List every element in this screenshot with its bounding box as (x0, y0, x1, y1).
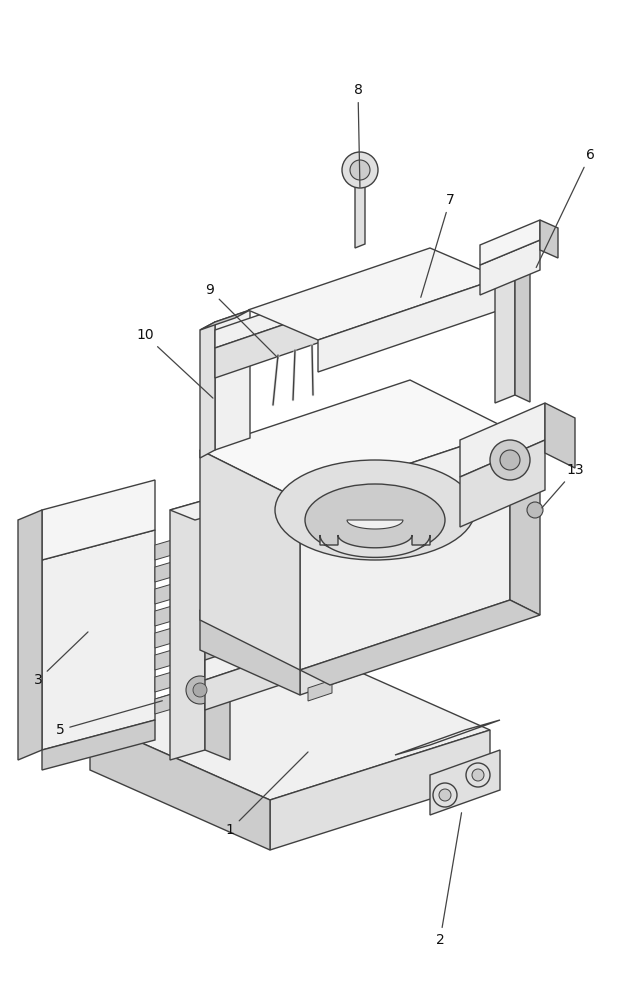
Polygon shape (155, 584, 172, 604)
Polygon shape (215, 310, 250, 450)
Polygon shape (320, 535, 430, 557)
Text: 13: 13 (542, 463, 584, 508)
Circle shape (472, 769, 484, 781)
Polygon shape (155, 694, 172, 714)
Polygon shape (170, 500, 205, 760)
Polygon shape (155, 628, 172, 648)
Polygon shape (90, 720, 270, 850)
Polygon shape (300, 590, 490, 695)
Circle shape (342, 152, 378, 188)
Polygon shape (510, 430, 540, 615)
Polygon shape (395, 720, 500, 755)
Ellipse shape (275, 460, 475, 560)
Polygon shape (308, 680, 332, 701)
Polygon shape (515, 250, 530, 402)
Polygon shape (495, 250, 530, 265)
Circle shape (186, 676, 214, 704)
Polygon shape (200, 310, 250, 330)
Circle shape (193, 683, 207, 697)
Polygon shape (347, 520, 403, 529)
Text: 3: 3 (34, 632, 88, 687)
Polygon shape (215, 290, 385, 378)
Polygon shape (200, 450, 300, 670)
Polygon shape (248, 248, 500, 340)
Polygon shape (460, 403, 545, 477)
Polygon shape (200, 380, 510, 500)
Polygon shape (480, 240, 540, 295)
Circle shape (350, 160, 370, 180)
Polygon shape (270, 730, 490, 850)
Polygon shape (318, 278, 500, 372)
Polygon shape (200, 322, 215, 458)
Text: 9: 9 (205, 283, 278, 358)
Polygon shape (200, 610, 300, 695)
Polygon shape (42, 720, 155, 770)
Polygon shape (155, 562, 172, 582)
Circle shape (500, 450, 520, 470)
Circle shape (466, 763, 490, 787)
Polygon shape (155, 540, 172, 560)
Polygon shape (155, 650, 172, 670)
Polygon shape (438, 620, 462, 641)
Polygon shape (205, 500, 230, 760)
Polygon shape (495, 250, 515, 403)
Polygon shape (90, 650, 490, 800)
Polygon shape (42, 530, 155, 750)
Text: 5: 5 (56, 701, 162, 737)
Polygon shape (355, 178, 365, 248)
Polygon shape (205, 650, 295, 710)
Text: 2: 2 (436, 813, 462, 947)
Circle shape (527, 502, 543, 518)
Text: 1: 1 (225, 752, 308, 837)
Polygon shape (540, 220, 558, 258)
Polygon shape (18, 510, 42, 760)
Circle shape (433, 783, 457, 807)
Polygon shape (430, 750, 500, 815)
Polygon shape (545, 403, 575, 468)
Circle shape (490, 440, 530, 480)
Ellipse shape (305, 484, 445, 556)
Text: 7: 7 (421, 193, 455, 297)
Text: 8: 8 (354, 83, 362, 187)
Polygon shape (42, 480, 155, 560)
Text: 6: 6 (536, 148, 595, 267)
Polygon shape (300, 430, 510, 670)
Text: 10: 10 (136, 328, 213, 398)
Circle shape (439, 789, 451, 801)
Polygon shape (480, 220, 540, 265)
Polygon shape (170, 500, 230, 520)
Polygon shape (200, 545, 490, 655)
Polygon shape (155, 606, 172, 626)
Polygon shape (300, 600, 540, 685)
Polygon shape (215, 272, 385, 348)
Polygon shape (205, 630, 295, 680)
Polygon shape (460, 440, 545, 527)
Polygon shape (155, 672, 172, 692)
